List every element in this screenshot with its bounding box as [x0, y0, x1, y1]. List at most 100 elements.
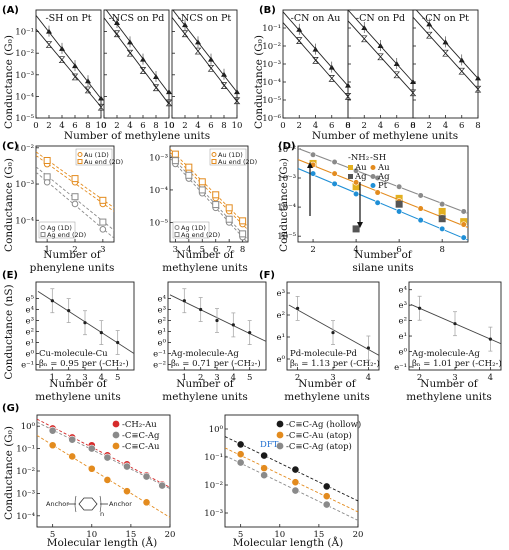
y-tick-label: e⁴ [399, 286, 408, 296]
data-point [291, 486, 300, 495]
x-tick-label: 1 [44, 245, 49, 255]
data-point [322, 482, 331, 491]
plot-B2: 0 2 4 6 8 -CN on Pd [345, 9, 417, 131]
beta-annotation: Ag-molecule-Ag [170, 349, 239, 359]
xlabel-B: Number of methylene units [312, 130, 458, 142]
legend-marker [276, 431, 284, 439]
x-tick-label: 3 [330, 373, 335, 383]
x-tick-label: 2 [310, 245, 315, 255]
plot-frame [169, 145, 249, 243]
y-tick-label: 10⁻³ [149, 153, 168, 163]
arrow-up-head [307, 162, 313, 168]
x-tick-label: 20 [353, 530, 364, 540]
legend-bottom: Ag (1D)Ag end (2D) [38, 221, 86, 239]
y-tick-label: e⁴ [26, 306, 35, 316]
y-tick-label: 10⁻² [204, 481, 223, 491]
x-tick-label: 8 [439, 245, 444, 255]
legend-label: Au end (2D) [218, 158, 257, 166]
data-point [43, 156, 51, 164]
y-tick-label: 10⁻² [16, 467, 35, 477]
legend-label: -C≡C-Ag (atop) [286, 441, 352, 452]
x-tick-label: 8 [153, 121, 158, 131]
data-point [291, 465, 300, 474]
legend-label: -CH₂-Au [122, 420, 157, 430]
y-tick-label: 10⁻³ [204, 509, 223, 519]
plot-title: -CN on Au [291, 13, 341, 24]
data-point [426, 31, 433, 39]
data-point [103, 476, 112, 484]
data-point [331, 180, 338, 187]
x-tick-label: 2 [114, 121, 119, 131]
y-tick-label: 10⁻⁵ [15, 114, 34, 124]
xlabel-F1-line2: methylene units [284, 391, 369, 403]
benzene-ring-icon [78, 497, 98, 511]
x-tick-label: 5 [50, 530, 55, 540]
y-tick-label: 10⁻² [277, 145, 296, 155]
data-point [322, 500, 331, 509]
legend-label: Pt [378, 181, 388, 191]
legend-G: -CH₂-Au-C≡C-Ag-C≡C-Au [112, 420, 160, 452]
y-tick-label: e⁵ [26, 295, 35, 305]
y-tick-label: e¹ [277, 333, 285, 343]
y-tick-label: e⁻¹ [394, 363, 407, 373]
ylabel-D: Conductance (G₀) [278, 158, 290, 252]
y-tick-label: e⁻¹ [21, 361, 34, 371]
legend-top: Au (1D)Au end (2D) [209, 148, 257, 166]
data-point [50, 299, 54, 303]
xlabel-C1-line1: Number of [43, 249, 102, 261]
y-tick-label: 10⁻³ [15, 180, 34, 190]
data-point [248, 331, 252, 335]
data-point [198, 178, 206, 186]
y-tick-label: 10⁻⁴ [262, 78, 281, 88]
y-tick-label: 10⁻³ [16, 489, 35, 499]
legend-marker [40, 232, 46, 237]
y-tick-label: 10⁻⁵ [149, 218, 168, 228]
data-point [374, 199, 381, 206]
legend-label: Ag [377, 172, 390, 182]
data-point [212, 191, 220, 199]
legend-marker [77, 152, 83, 157]
legend-marker [276, 442, 284, 450]
xlabel-G1: Molecular length (Å) [47, 535, 157, 549]
x-tick-label: 2 [427, 121, 432, 131]
legend-bottom: Ag (1D)Ag end (2D) [172, 221, 220, 239]
legend-marker [174, 232, 180, 237]
x-tick-label: 6 [140, 121, 145, 131]
ylabel-C: Conductance (G₀) [3, 158, 15, 252]
y-tick-label: 10⁻⁴ [149, 186, 168, 196]
x-tick-label: 15 [313, 530, 324, 540]
data-point [199, 307, 203, 312]
fit-line [105, 10, 169, 94]
x-tick-label: 0 [101, 121, 106, 131]
data-point [113, 30, 121, 38]
data-point [236, 440, 245, 449]
legend-label: Au (1D) [84, 151, 109, 159]
data-point [417, 205, 424, 212]
y-tick-label: 10⁻¹ [262, 24, 281, 34]
legend-label: Ag (1D) [181, 224, 206, 232]
x-tick-label: 6 [208, 121, 213, 131]
data-point [417, 217, 424, 224]
beta-annotation: Cu-molecule-Cu [39, 349, 108, 359]
x-tick-label: 4 [99, 373, 104, 383]
plot-frame [224, 414, 359, 528]
legend-label: Ag (1D) [47, 224, 72, 232]
y-tick-label: 10⁰ [209, 425, 224, 435]
data-point [395, 200, 403, 208]
legend-marker [211, 152, 217, 157]
data-point [239, 217, 247, 225]
data-point [458, 67, 465, 75]
y-tick-label: 10⁻³ [262, 60, 281, 70]
data-point [99, 196, 107, 204]
y-tick-label: 10⁻¹ [204, 453, 223, 463]
panel-label-A: (A) [2, 5, 19, 16]
xlabel-C2-line2: methylene units [162, 262, 247, 274]
data-point [353, 167, 360, 174]
x-tick-label: 10 [86, 530, 97, 540]
x-tick-label: 3 [100, 245, 105, 255]
data-point [361, 35, 368, 43]
y-tick-label: e⁰ [26, 350, 35, 360]
fit-line [283, 22, 348, 98]
